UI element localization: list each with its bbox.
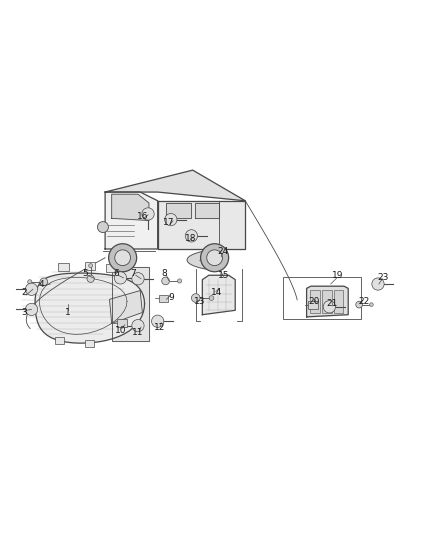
Bar <box>106 264 117 272</box>
Text: 7: 7 <box>131 269 137 278</box>
Circle shape <box>370 303 373 306</box>
Text: 24: 24 <box>218 247 229 256</box>
Circle shape <box>165 214 177 226</box>
Circle shape <box>87 275 94 282</box>
Circle shape <box>207 250 223 265</box>
Bar <box>85 262 95 270</box>
Circle shape <box>28 280 32 284</box>
Polygon shape <box>105 192 158 249</box>
Circle shape <box>177 279 182 283</box>
Circle shape <box>109 244 137 272</box>
Text: 22: 22 <box>358 297 369 306</box>
Text: 19: 19 <box>332 271 343 280</box>
Text: 17: 17 <box>163 218 174 227</box>
Text: 16: 16 <box>137 212 148 221</box>
Circle shape <box>209 296 214 301</box>
Circle shape <box>25 283 38 295</box>
Text: 23: 23 <box>378 273 389 282</box>
Circle shape <box>152 315 164 327</box>
Text: 12: 12 <box>154 324 166 332</box>
Polygon shape <box>35 273 145 343</box>
Text: 15: 15 <box>218 271 229 280</box>
Polygon shape <box>112 194 149 221</box>
Circle shape <box>88 264 93 268</box>
Circle shape <box>25 303 38 316</box>
Bar <box>310 290 320 313</box>
Bar <box>159 295 168 302</box>
Bar <box>322 290 332 313</box>
Circle shape <box>356 301 363 308</box>
Bar <box>55 337 64 344</box>
Text: 21: 21 <box>326 299 338 308</box>
Circle shape <box>162 277 170 285</box>
Circle shape <box>132 319 144 332</box>
Ellipse shape <box>97 222 109 232</box>
Polygon shape <box>187 251 220 270</box>
Bar <box>283 278 361 319</box>
Circle shape <box>40 278 48 286</box>
Text: 1: 1 <box>65 308 71 317</box>
Polygon shape <box>158 201 245 249</box>
Text: 20: 20 <box>309 297 320 306</box>
Circle shape <box>191 294 200 302</box>
Polygon shape <box>105 170 245 201</box>
Circle shape <box>142 208 154 220</box>
Text: 2: 2 <box>21 288 27 297</box>
Bar <box>85 340 94 346</box>
Polygon shape <box>307 286 348 317</box>
Text: 3: 3 <box>21 308 27 317</box>
Bar <box>308 301 318 309</box>
Polygon shape <box>166 203 191 219</box>
Text: 6: 6 <box>113 269 119 278</box>
Polygon shape <box>195 203 219 219</box>
Polygon shape <box>202 275 235 314</box>
Bar <box>117 319 127 327</box>
Text: 11: 11 <box>132 328 144 337</box>
Circle shape <box>201 244 229 272</box>
Text: 10: 10 <box>115 326 126 335</box>
Circle shape <box>372 278 384 290</box>
Text: 13: 13 <box>194 297 205 306</box>
Polygon shape <box>112 266 149 341</box>
Text: 8: 8 <box>161 269 167 278</box>
Text: 9: 9 <box>168 293 174 302</box>
Text: 5: 5 <box>82 269 88 278</box>
Circle shape <box>323 301 336 313</box>
Circle shape <box>132 273 144 285</box>
Bar <box>58 263 69 271</box>
Polygon shape <box>110 290 142 324</box>
Circle shape <box>114 272 127 284</box>
Circle shape <box>115 250 131 265</box>
Circle shape <box>185 230 198 242</box>
Bar <box>334 290 343 313</box>
Text: 14: 14 <box>211 288 223 297</box>
Text: 4: 4 <box>39 279 44 288</box>
Text: 18: 18 <box>185 233 196 243</box>
